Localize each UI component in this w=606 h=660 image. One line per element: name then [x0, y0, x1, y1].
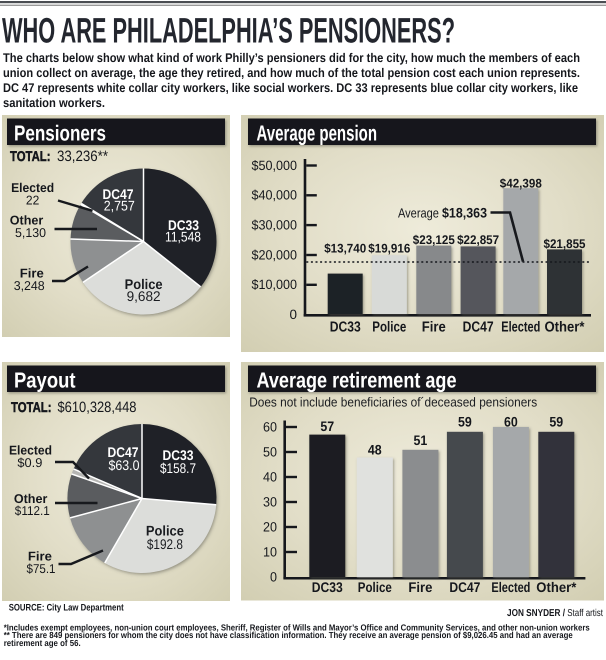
svg-text:TOTAL:: TOTAL:: [10, 149, 51, 165]
svg-text:40: 40: [263, 470, 277, 485]
svg-text:0: 0: [270, 570, 277, 585]
svg-text:22: 22: [26, 193, 39, 208]
svg-text:Police: Police: [146, 523, 184, 539]
svg-text:Other*: Other*: [536, 579, 577, 595]
svg-text:$192.8: $192.8: [147, 536, 183, 552]
svg-text:DC33: DC33: [168, 217, 199, 233]
svg-text:9,682: 9,682: [127, 288, 161, 304]
svg-text:60: 60: [263, 420, 277, 435]
svg-text:WHO ARE PHILADELPHIA’S PENSION: WHO ARE PHILADELPHIA’S PENSIONERS?: [2, 11, 455, 51]
svg-text:59: 59: [458, 414, 472, 429]
svg-text:Elected: Elected: [501, 320, 540, 336]
svg-text:60: 60: [504, 414, 518, 429]
svg-text:DC33: DC33: [163, 447, 194, 463]
svg-text:Police: Police: [125, 276, 163, 292]
svg-text:3,248: 3,248: [14, 278, 45, 293]
svg-text:$75.1: $75.1: [27, 561, 56, 576]
svg-text:10: 10: [263, 545, 277, 560]
svg-text:$21,855: $21,855: [544, 237, 586, 251]
svg-text:51: 51: [414, 433, 428, 448]
svg-text:Does not include beneficiaries: Does not include beneficiaries of´deceas…: [249, 394, 537, 409]
svg-text:$20,000: $20,000: [252, 247, 298, 262]
svg-text:57: 57: [320, 419, 334, 434]
svg-text:Payout: Payout: [14, 368, 76, 393]
svg-text:Fire: Fire: [408, 579, 432, 595]
svg-text:20: 20: [263, 520, 277, 535]
svg-text:Elected: Elected: [491, 579, 530, 595]
svg-text:DC47: DC47: [463, 320, 494, 336]
svg-text:** There are 849 pensioners fo: ** There are 849 pensioners for whom the…: [4, 630, 573, 640]
svg-text:$63.0: $63.0: [109, 457, 140, 473]
svg-text:2,757: 2,757: [104, 198, 135, 214]
svg-text:Pensioners: Pensioners: [14, 120, 106, 145]
svg-text:Average pension: Average pension: [257, 120, 378, 145]
svg-text:Fire: Fire: [28, 548, 52, 563]
svg-text:retirement age of 56.: retirement age of 56.: [4, 638, 81, 648]
svg-text:Other: Other: [10, 213, 44, 228]
svg-text:Police: Police: [358, 579, 392, 595]
svg-text:$112.1: $112.1: [15, 503, 50, 518]
svg-text:48: 48: [368, 443, 382, 458]
svg-text:$19,916: $19,916: [368, 241, 410, 255]
svg-text:50: 50: [263, 445, 277, 460]
svg-text:$50,000: $50,000: [252, 158, 298, 173]
svg-text:Fire: Fire: [20, 266, 44, 281]
svg-text:JON SNYDER / Staff artist: JON SNYDER / Staff artist: [507, 608, 603, 619]
svg-text:DC 47 represents white collar: DC 47 represents white collar city worke…: [3, 81, 578, 95]
svg-text:$40,000: $40,000: [252, 188, 298, 203]
svg-text:$22,857: $22,857: [457, 233, 499, 247]
svg-text:sanitation workers.: sanitation workers.: [3, 96, 105, 110]
svg-text:Elected: Elected: [9, 443, 52, 458]
svg-text:$13,740: $13,740: [324, 241, 366, 255]
svg-text:30: 30: [263, 495, 277, 510]
svg-text:union collect on average, the: union collect on average, the age they r…: [3, 66, 580, 80]
svg-text:Police: Police: [372, 320, 406, 336]
svg-text:5,130: 5,130: [15, 225, 46, 240]
svg-text:$23,125: $23,125: [413, 233, 455, 247]
svg-text:11,548: 11,548: [165, 228, 201, 244]
svg-text:Other*: Other*: [545, 320, 585, 336]
svg-text:SOURCE: City Law Department: SOURCE: City Law Department: [9, 603, 125, 614]
svg-text:33,236**: 33,236**: [57, 148, 108, 165]
svg-text:DC47: DC47: [103, 186, 134, 202]
svg-text:Fire: Fire: [422, 320, 446, 336]
svg-text:DC47: DC47: [108, 444, 139, 460]
svg-text:$158.7: $158.7: [160, 460, 196, 476]
svg-text:Other: Other: [14, 491, 48, 506]
svg-text:DC47: DC47: [449, 579, 480, 595]
svg-text:59: 59: [549, 414, 563, 429]
svg-text:$10,000: $10,000: [252, 277, 298, 292]
svg-text:TOTAL:: TOTAL:: [11, 400, 52, 416]
svg-text:DC33: DC33: [330, 320, 361, 336]
svg-text:$30,000: $30,000: [252, 218, 298, 233]
svg-text:Elected: Elected: [11, 180, 54, 195]
svg-text:0: 0: [290, 307, 298, 322]
svg-text:*Includes exempt employees, no: *Includes exempt employees, non-union co…: [4, 622, 590, 632]
svg-text:The charts below show what kin: The charts below show what kind of work …: [3, 51, 580, 65]
svg-text:$610,328,448: $610,328,448: [58, 399, 137, 416]
svg-text:$0.9: $0.9: [17, 455, 42, 470]
svg-text:$42,398: $42,398: [500, 177, 542, 191]
svg-text:Average retirement age: Average retirement age: [257, 368, 457, 393]
svg-text:Average $18,363: Average $18,363: [398, 206, 487, 221]
svg-text:DC33: DC33: [312, 579, 343, 595]
